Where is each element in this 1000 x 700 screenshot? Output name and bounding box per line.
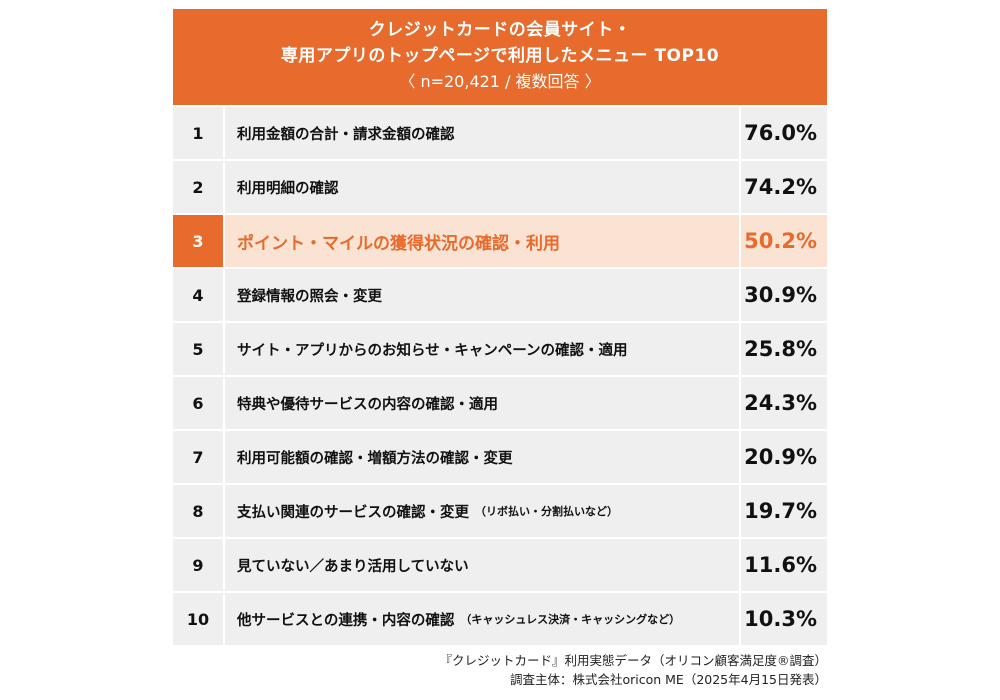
menu-label-text: 見ていない／あまり活用していない — [237, 558, 469, 575]
percentage-value: 74.2% — [744, 175, 817, 199]
table-row: 3 ポイント・マイルの獲得状況の確認・利用 50.2% — [173, 215, 827, 269]
menu-label-note: （キャッシュレス決済・キャッシングなど） — [460, 613, 681, 626]
percentage-value: 10.3% — [744, 607, 817, 631]
menu-label-note: （リボ払い・分割払いなど） — [475, 505, 618, 518]
menu-label-text: 支払い関連のサービスの確認・変更 — [237, 504, 469, 521]
percentage-value: 25.8% — [744, 337, 817, 361]
percentage-value: 76.0% — [744, 121, 817, 145]
rank-number: 2 — [173, 161, 225, 213]
percentage-value: 30.9% — [744, 283, 817, 307]
table-row: 2 利用明細の確認 74.2% — [173, 161, 827, 215]
menu-label: サイト・アプリからのお知らせ・キャンペーンの確認・適用 — [225, 323, 741, 375]
menu-label-text: ポイント・マイルの獲得状況の確認・利用 — [237, 233, 560, 254]
menu-label-text: 利用金額の合計・請求金額の確認 — [237, 126, 455, 143]
rank-number: 4 — [173, 269, 225, 321]
source-line2: 調査主体：株式会社oricon ME（2025年4月15日発表） — [509, 672, 827, 687]
table-row: 8 支払い関連のサービスの確認・変更 （リボ払い・分割払いなど） 19.7% — [173, 485, 827, 539]
chart-title-line1: クレジットカードの会員サイト・ — [368, 20, 632, 40]
rank-number: 1 — [173, 107, 225, 159]
menu-label-text: 利用可能額の確認・増額方法の確認・変更 — [237, 450, 513, 467]
table-row: 9 見ていない／あまり活用していない 11.6% — [173, 539, 827, 593]
percentage-value: 19.7% — [744, 499, 817, 523]
menu-label: 支払い関連のサービスの確認・変更 （リボ払い・分割払いなど） — [225, 485, 741, 537]
menu-label: ポイント・マイルの獲得状況の確認・利用 — [225, 215, 741, 267]
chart-title-line2: 専用アプリのトップページで利用したメニュー TOP10 — [280, 46, 720, 66]
menu-label: 特典や優待サービスの内容の確認・適用 — [225, 377, 741, 429]
rank-number: 8 — [173, 485, 225, 537]
table-row: 1 利用金額の合計・請求金額の確認 76.0% — [173, 107, 827, 161]
percentage-value: 20.9% — [744, 445, 817, 469]
table-row: 6 特典や優待サービスの内容の確認・適用 24.3% — [173, 377, 827, 431]
source-line1: 『クレジットカード』利用実態データ（オリコン顧客満足度®調査） — [439, 653, 827, 668]
percentage-value: 24.3% — [744, 391, 817, 415]
menu-label: 利用可能額の確認・増額方法の確認・変更 — [225, 431, 741, 483]
menu-label: 見ていない／あまり活用していない — [225, 539, 741, 591]
table-row: 7 利用可能額の確認・増額方法の確認・変更 20.9% — [173, 431, 827, 485]
rank-number: 9 — [173, 539, 225, 591]
table-row: 5 サイト・アプリからのお知らせ・キャンペーンの確認・適用 25.8% — [173, 323, 827, 377]
ranking-table: 1 利用金額の合計・請求金額の確認 76.0% 2 利用明細の確認 74.2% 3 ポイント・… — [173, 105, 827, 647]
table-row: 10 他サービスとの連携・内容の確認 （キャッシュレス決済・キャッシングなど） 10.… — [173, 593, 827, 647]
percentage-value: 11.6% — [744, 553, 817, 577]
rank-number: 7 — [173, 431, 225, 483]
table-row: 4 登録情報の照会・変更 30.9% — [173, 269, 827, 323]
menu-label: 登録情報の照会・変更 — [225, 269, 741, 321]
rank-number: 5 — [173, 323, 225, 375]
ranking-card: クレジットカードの会員サイト・ 専用アプリのトップページで利用したメニュー TO… — [173, 9, 827, 647]
menu-label: 他サービスとの連携・内容の確認 （キャッシュレス決済・キャッシングなど） — [225, 593, 741, 645]
rank-number: 3 — [173, 215, 225, 267]
menu-label-text: 特典や優待サービスの内容の確認・適用 — [237, 396, 498, 413]
rank-number: 6 — [173, 377, 225, 429]
chart-subtitle: 〈 n=20,421 / 複数回答 〉 — [399, 72, 601, 91]
menu-label: 利用金額の合計・請求金額の確認 — [225, 107, 741, 159]
menu-label-text: 他サービスとの連携・内容の確認 — [237, 612, 455, 629]
source-footer: 『クレジットカード』利用実態データ（オリコン顧客満足度®調査） 調査主体：株式会… — [439, 651, 827, 689]
rank-number: 10 — [173, 593, 225, 645]
percentage-value: 50.2% — [744, 229, 817, 253]
menu-label: 利用明細の確認 — [225, 161, 741, 213]
chart-header: クレジットカードの会員サイト・ 専用アプリのトップページで利用したメニュー TO… — [173, 9, 827, 105]
menu-label-text: サイト・アプリからのお知らせ・キャンペーンの確認・適用 — [237, 342, 628, 359]
menu-label-text: 利用明細の確認 — [237, 180, 339, 197]
menu-label-text: 登録情報の照会・変更 — [237, 288, 382, 305]
